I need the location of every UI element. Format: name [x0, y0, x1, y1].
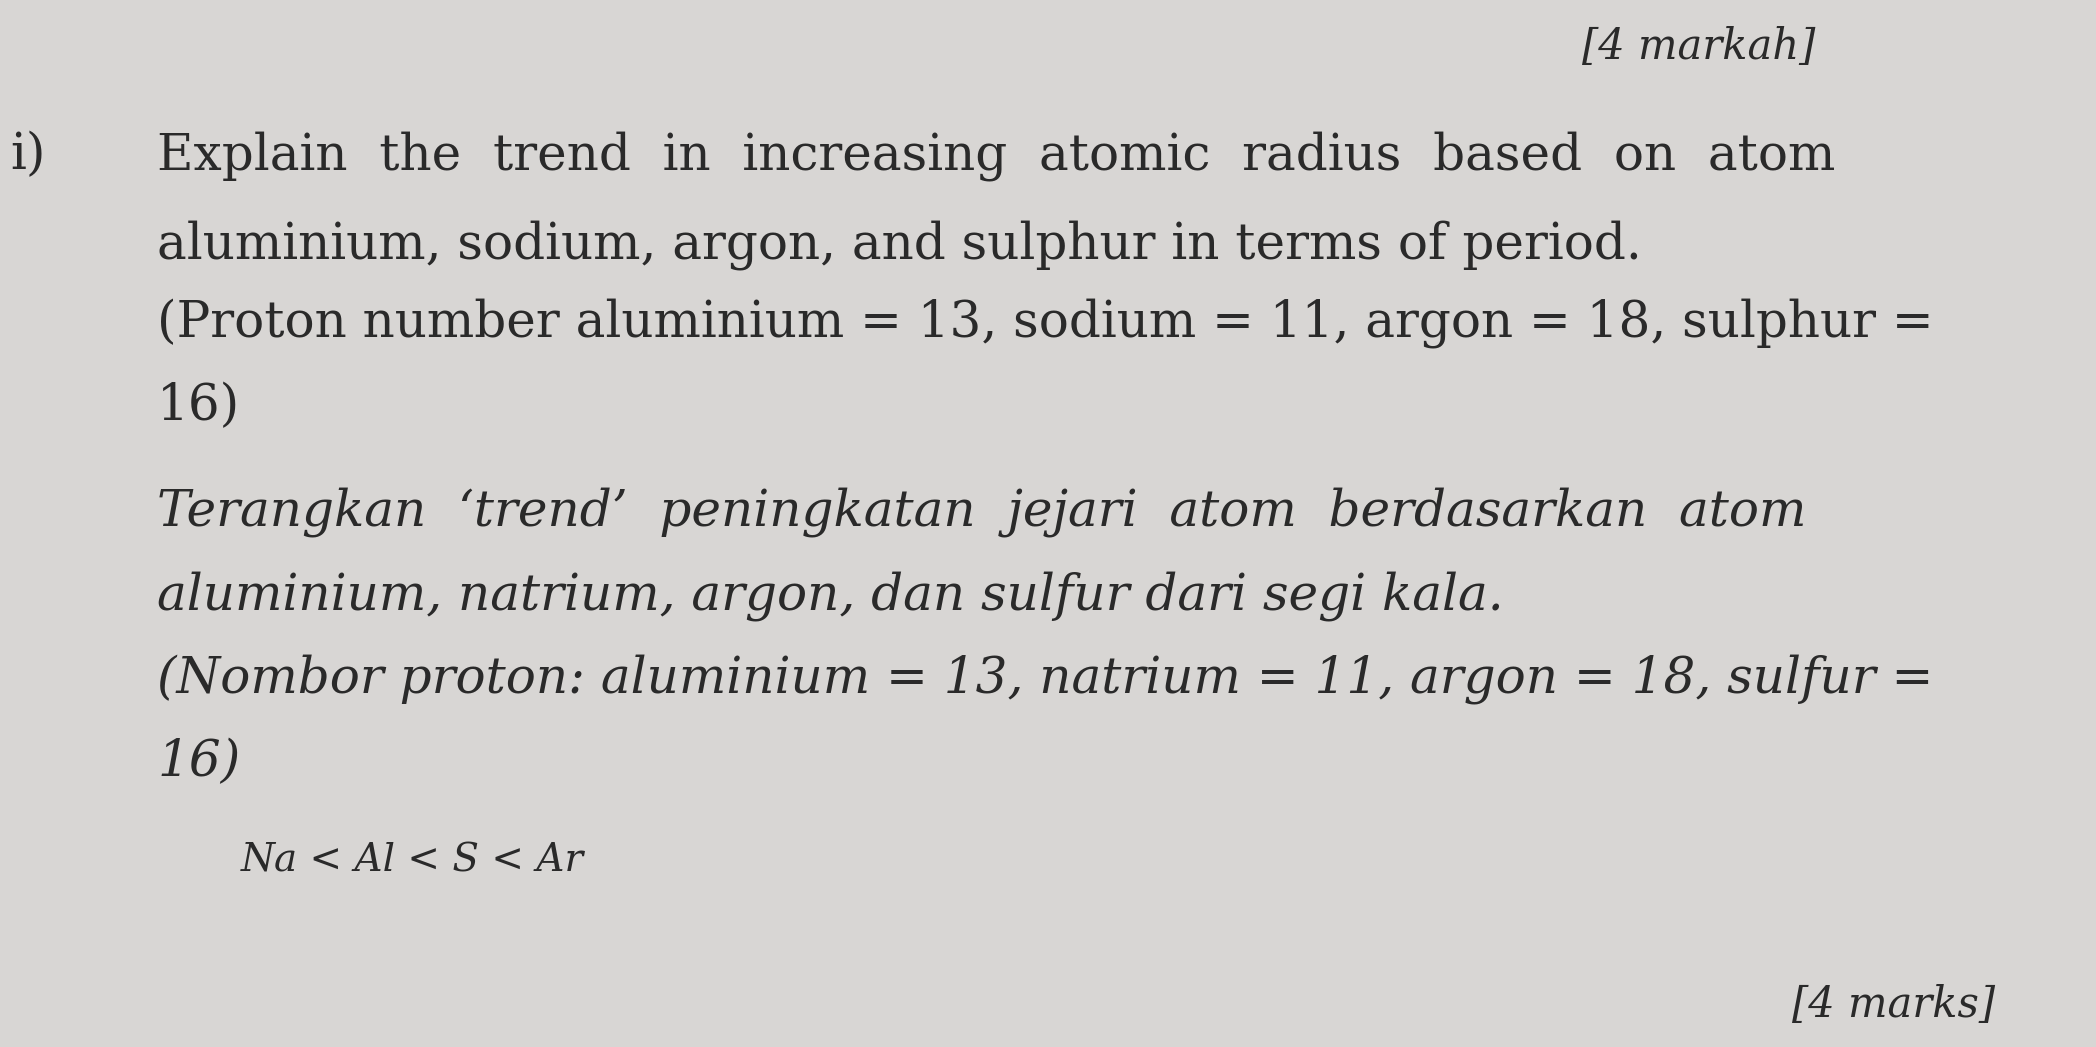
Text: (Nombor proton: aluminium = 13, natrium = 11, argon = 18, sulfur =: (Nombor proton: aluminium = 13, natrium …: [157, 654, 1935, 705]
Text: Explain  the  trend  in  increasing  atomic  radius  based  on  atom: Explain the trend in increasing atomic r…: [157, 131, 1836, 181]
Text: (Proton number aluminium = 13, sodium = 11, argon = 18, sulphur =: (Proton number aluminium = 13, sodium = …: [157, 298, 1935, 349]
Text: 16): 16): [157, 382, 241, 431]
Text: i): i): [10, 131, 46, 180]
Text: [4 markah]: [4 markah]: [1582, 26, 1815, 68]
Text: aluminium, sodium, argon, and sulphur in terms of period.: aluminium, sodium, argon, and sulphur in…: [157, 220, 1641, 270]
Text: Terangkan  ‘trend’  peningkatan  jejari  atom  berdasarkan  atom: Terangkan ‘trend’ peningkatan jejari ato…: [157, 487, 1807, 537]
Text: aluminium, natrium, argon, dan sulfur dari segi kala.: aluminium, natrium, argon, dan sulfur da…: [157, 571, 1503, 621]
Text: Na < Al < S < Ar: Na < Al < S < Ar: [241, 843, 585, 879]
Text: [4 marks]: [4 marks]: [1792, 984, 1995, 1026]
Text: 16): 16): [157, 738, 241, 787]
